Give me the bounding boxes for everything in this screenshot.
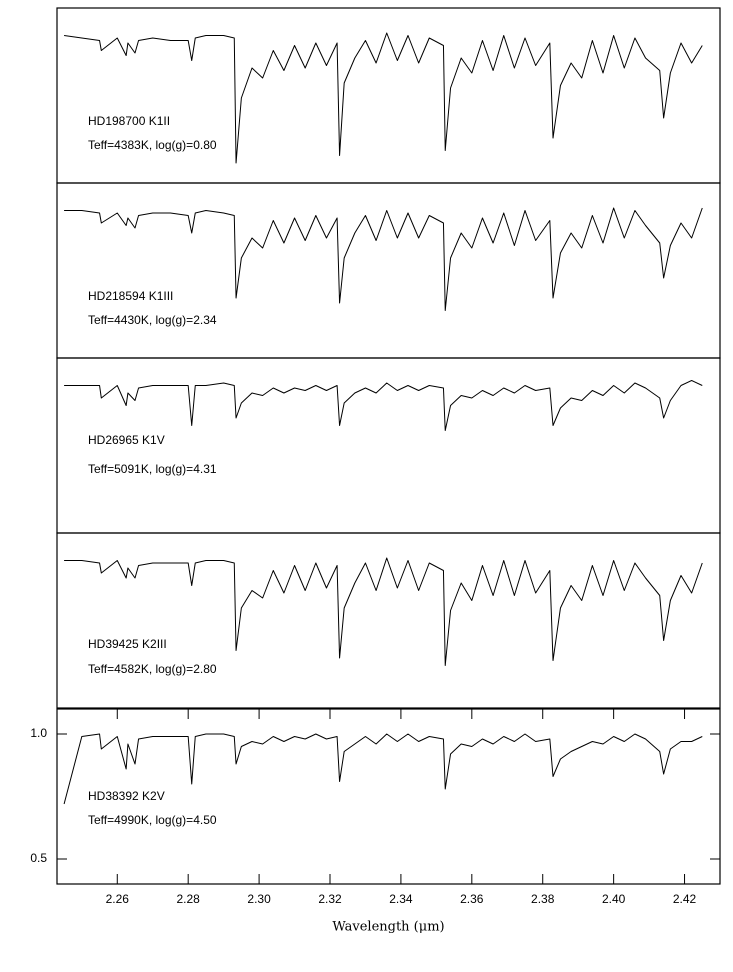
star-parameters: Teff=4383K, log(g)=0.80: [88, 138, 217, 152]
star-name: HD218594 K1III: [88, 289, 173, 303]
x-axis-label: Wavelength (μm): [332, 920, 444, 935]
star-name: HD198700 K1II: [88, 114, 170, 128]
spectrum-line: [64, 380, 703, 431]
x-tick-label: 2.30: [247, 892, 271, 906]
y-tick-label: 0.5: [30, 851, 47, 865]
star-name: HD39425 K2III: [88, 637, 167, 651]
x-tick-label: 2.34: [389, 892, 413, 906]
x-tick-label: 2.42: [673, 892, 697, 906]
star-parameters: Teff=4430K, log(g)=2.34: [88, 313, 217, 327]
spectrum-line: [64, 557, 703, 666]
spectrum-line: [64, 32, 703, 164]
panel-frame: [56, 532, 721, 709]
x-tick-label: 2.38: [531, 892, 555, 906]
star-parameters: Teff=5091K, log(g)=4.31: [88, 462, 217, 476]
star-parameters: Teff=4582K, log(g)=2.80: [88, 662, 217, 676]
x-tick-label: 2.36: [460, 892, 484, 906]
x-tick-label: 2.32: [318, 892, 342, 906]
x-tick-label: 2.26: [106, 892, 130, 906]
star-name: HD38392 K2V: [88, 789, 165, 803]
x-tick-label: 2.40: [602, 892, 626, 906]
star-parameters: Teff=4990K, log(g)=4.50: [88, 813, 217, 827]
star-name: HD26965 K1V: [88, 433, 165, 447]
panel-frame: [56, 7, 721, 184]
panel-frame: [56, 182, 721, 359]
y-tick-label: 1.0: [30, 726, 47, 740]
spectrum-line: [64, 207, 703, 311]
spectrum-line: [63, 733, 703, 805]
x-tick-label: 2.28: [177, 892, 201, 906]
panel-frame: [56, 708, 721, 885]
